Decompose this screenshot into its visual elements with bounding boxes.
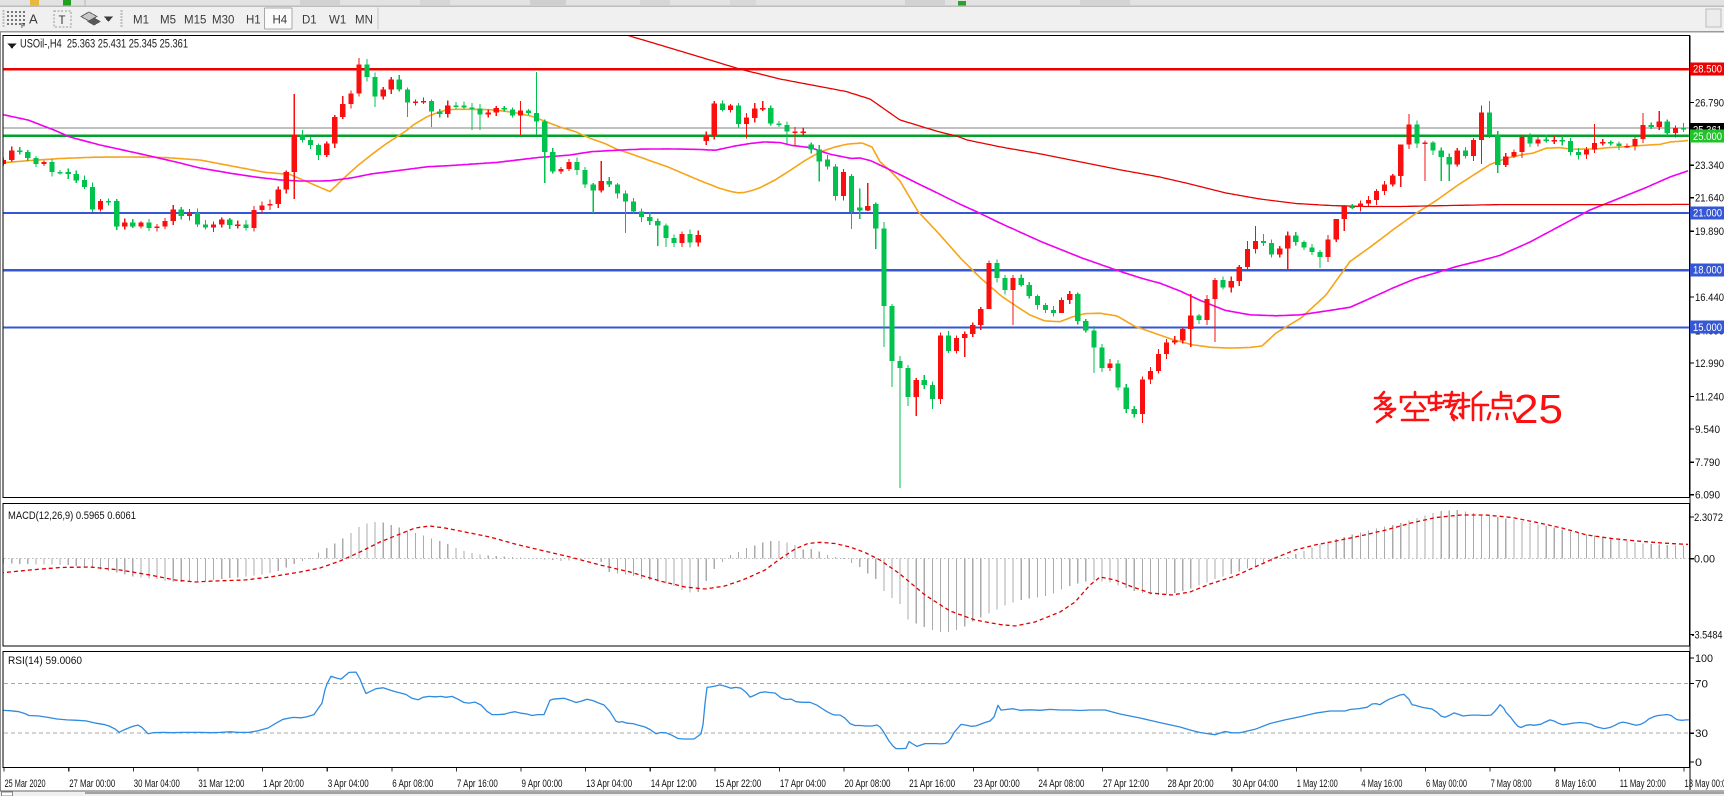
svg-text:M30: M30 bbox=[212, 15, 234, 27]
svg-text:F: F bbox=[21, 23, 25, 30]
svg-text:A: A bbox=[29, 12, 38, 27]
svg-text:6 May 00:00: 6 May 00:00 bbox=[1426, 778, 1467, 790]
svg-text:23 Apr 00:00: 23 Apr 00:00 bbox=[974, 778, 1020, 790]
svg-text:D1: D1 bbox=[302, 15, 317, 27]
svg-text:M15: M15 bbox=[184, 15, 206, 27]
svg-text:6 Apr 08:00: 6 Apr 08:00 bbox=[392, 778, 433, 790]
svg-text:13 May 00:00: 13 May 00:00 bbox=[1685, 778, 1724, 790]
svg-text:28.500: 28.500 bbox=[1693, 64, 1722, 76]
svg-text:21 Apr 16:00: 21 Apr 16:00 bbox=[909, 778, 955, 790]
svg-text:18.000: 18.000 bbox=[1693, 265, 1722, 277]
svg-text:27 Mar 00:00: 27 Mar 00:00 bbox=[69, 778, 115, 790]
svg-text:8 May 16:00: 8 May 16:00 bbox=[1555, 778, 1596, 790]
svg-text:24 Apr 08:00: 24 Apr 08:00 bbox=[1038, 778, 1084, 790]
svg-text:11 May 20:00: 11 May 20:00 bbox=[1620, 778, 1666, 790]
svg-text:9 Apr 00:00: 9 Apr 00:00 bbox=[522, 778, 563, 790]
svg-text:M5: M5 bbox=[160, 15, 176, 27]
svg-text:17 Apr 04:00: 17 Apr 04:00 bbox=[780, 778, 826, 790]
svg-text:USOil-,H4 25.363 25.431 25.34: USOil-,H4 25.363 25.431 25.345 25.361 bbox=[20, 39, 188, 51]
svg-text:MN: MN bbox=[355, 15, 373, 27]
svg-text:7 May 08:00: 7 May 08:00 bbox=[1491, 778, 1532, 790]
svg-text:3 Apr 04:00: 3 Apr 04:00 bbox=[328, 778, 369, 790]
svg-text:15 Apr 22:00: 15 Apr 22:00 bbox=[715, 778, 761, 790]
svg-text:70: 70 bbox=[1695, 679, 1708, 691]
svg-text:0.00: 0.00 bbox=[1694, 554, 1715, 566]
svg-text:7 Apr 16:00: 7 Apr 16:00 bbox=[457, 778, 498, 790]
svg-text:28 Apr 20:00: 28 Apr 20:00 bbox=[1168, 778, 1214, 790]
svg-text:26.790: 26.790 bbox=[1695, 97, 1724, 109]
svg-text:27 Apr 12:00: 27 Apr 12:00 bbox=[1103, 778, 1149, 790]
svg-text:30: 30 bbox=[1695, 728, 1708, 740]
svg-text:100: 100 bbox=[1695, 653, 1713, 665]
svg-text:15.000: 15.000 bbox=[1693, 322, 1722, 334]
svg-text:13 Apr 04:00: 13 Apr 04:00 bbox=[586, 778, 632, 790]
svg-text:4 May 16:00: 4 May 16:00 bbox=[1361, 778, 1402, 790]
svg-text:25 Mar 2020: 25 Mar 2020 bbox=[5, 778, 46, 790]
svg-text:6.090: 6.090 bbox=[1695, 490, 1720, 502]
svg-text:W1: W1 bbox=[329, 15, 346, 27]
svg-text:25.000: 25.000 bbox=[1693, 131, 1722, 143]
svg-text:11.240: 11.240 bbox=[1695, 391, 1724, 403]
svg-text:-3.5484: -3.5484 bbox=[1692, 629, 1723, 641]
svg-text:31 Mar 12:00: 31 Mar 12:00 bbox=[198, 778, 244, 790]
svg-text:MACD(12,26,9) 0.5965 0.6061: MACD(12,26,9) 0.5965 0.6061 bbox=[8, 510, 136, 522]
svg-text:25: 25 bbox=[1514, 386, 1563, 432]
svg-text:23.340: 23.340 bbox=[1695, 160, 1724, 172]
svg-text:M1: M1 bbox=[133, 15, 149, 27]
svg-text:H4: H4 bbox=[273, 15, 288, 27]
svg-text:T: T bbox=[59, 15, 66, 27]
svg-text:9.540: 9.540 bbox=[1695, 424, 1720, 436]
svg-text:12.990: 12.990 bbox=[1695, 358, 1724, 370]
svg-text:1 May 12:00: 1 May 12:00 bbox=[1297, 778, 1338, 790]
svg-text:2.3072: 2.3072 bbox=[1694, 512, 1723, 524]
svg-text:RSI(14) 59.0060: RSI(14) 59.0060 bbox=[8, 655, 82, 667]
svg-text:20 Apr 08:00: 20 Apr 08:00 bbox=[845, 778, 891, 790]
svg-text:7.790: 7.790 bbox=[1695, 457, 1720, 469]
svg-text:21.640: 21.640 bbox=[1695, 193, 1724, 205]
svg-text:30 Mar 04:00: 30 Mar 04:00 bbox=[134, 778, 180, 790]
svg-text:19.890: 19.890 bbox=[1695, 226, 1724, 238]
svg-text:1 Apr 20:00: 1 Apr 20:00 bbox=[263, 778, 304, 790]
svg-text:21.000: 21.000 bbox=[1693, 208, 1722, 220]
svg-text:H1: H1 bbox=[246, 15, 261, 27]
svg-text:16.440: 16.440 bbox=[1695, 292, 1724, 304]
svg-text:30 Apr 04:00: 30 Apr 04:00 bbox=[1232, 778, 1278, 790]
svg-text:14 Apr 12:00: 14 Apr 12:00 bbox=[651, 778, 697, 790]
svg-text:0: 0 bbox=[1695, 757, 1702, 769]
